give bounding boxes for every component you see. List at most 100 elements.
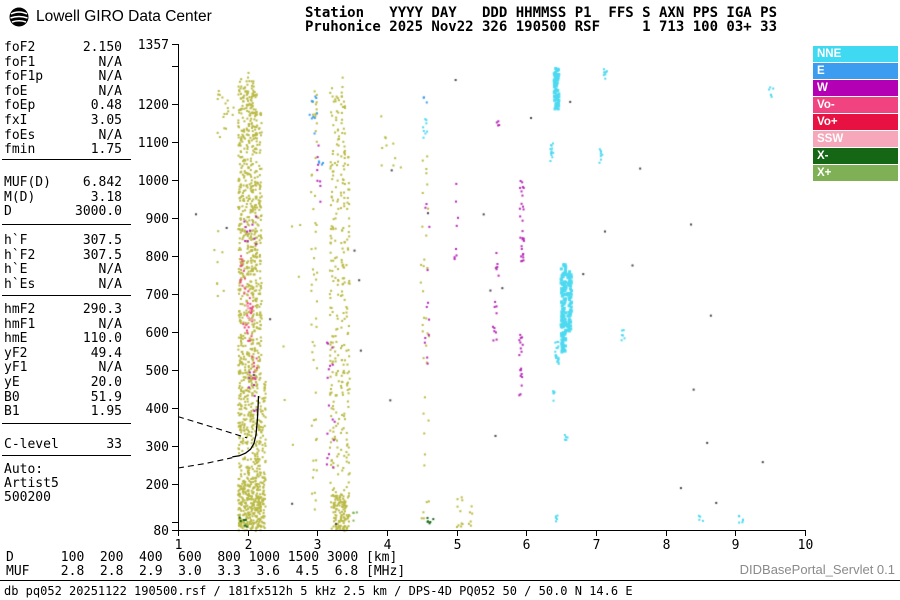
param-label: yF2 xyxy=(4,345,28,361)
param-value: 290.3 xyxy=(82,302,122,317)
param-divider xyxy=(2,295,131,296)
y-tick-label: 1100 xyxy=(138,136,169,151)
legend-item-x-pos[interactable]: X+ xyxy=(813,165,898,181)
autoscaling-line: Auto: xyxy=(4,462,44,477)
param-hF2: h`F2 307.5 xyxy=(4,248,122,264)
x-tick-label: 5 xyxy=(454,538,462,553)
param-divider xyxy=(2,159,131,160)
param-MD: M(D) 3.18 xyxy=(4,189,122,206)
x-tick-label: 7 xyxy=(593,538,601,553)
param-value: N/A xyxy=(98,127,122,143)
param-foEs: foEs N/A xyxy=(4,127,122,144)
param-label: h`E xyxy=(4,262,28,278)
param-hmF2: hmF2 290.3 xyxy=(4,302,122,318)
param-value: 110.0 xyxy=(82,331,122,347)
legend-item-e[interactable]: E xyxy=(813,63,898,79)
param-group: foF2 2.150 foF1 N/A foF1p N/A foE N/A foEp 0.48 fx… xyxy=(4,40,122,158)
record-status-line: db pq052 20251122 190500.rsf / 181fx512h… xyxy=(4,584,633,598)
param-yF1: yF1 N/A xyxy=(4,361,122,376)
param-yF2: yF2 49.4 xyxy=(4,345,122,362)
param-label: yF1 xyxy=(4,360,28,376)
param-value: 1.95 xyxy=(90,404,122,420)
y-tick-label: 500 xyxy=(146,364,169,379)
param-value: N/A xyxy=(98,276,122,292)
y-tick-label: 80 xyxy=(153,524,169,539)
autoscaling-line: Artist5 xyxy=(4,476,59,492)
muf-distance-row: D 100 200 400 600 800 1000 1500 3000 [km… xyxy=(6,550,398,565)
param-hE: h`E N/A xyxy=(4,263,122,278)
param-value: 33 xyxy=(106,437,122,452)
logo-text: Lowell GIRO Data Center xyxy=(36,8,212,25)
polarization-legend: NNE E W Vo- Vo+ SSW X- X+ xyxy=(813,46,898,182)
param-Clevel: C-level 33 xyxy=(4,437,122,453)
param-hEs: h`Es N/A xyxy=(4,276,122,293)
param-value: 49.4 xyxy=(90,345,122,361)
legend-item-vo-pos[interactable]: Vo+ xyxy=(813,114,898,130)
lowell-giro-logo: Lowell GIRO Data Center xyxy=(8,6,212,28)
param-yE: yE 20.0 xyxy=(4,374,122,391)
x-tick-label: 3 xyxy=(314,538,322,553)
param-label: B0 xyxy=(4,389,20,405)
param-label: M(D) xyxy=(4,189,36,205)
param-group: MUF(D) 6.842 M(D) 3.18 D 3000.0 xyxy=(4,175,122,220)
param-foE: foE N/A xyxy=(4,83,122,100)
param-label: D xyxy=(4,204,12,220)
header-station-values: Pruhonice 2025 Nov22 326 190500 RSF 1 71… xyxy=(305,19,778,35)
param-label: hmF1 xyxy=(4,316,36,332)
param-label: B1 xyxy=(4,404,20,420)
legend-item-w[interactable]: W xyxy=(813,80,898,96)
param-value: 3.18 xyxy=(90,189,122,205)
param-value: N/A xyxy=(98,69,122,85)
y-tick-label: 600 xyxy=(146,326,169,341)
param-label: hmE xyxy=(4,331,28,347)
autoscaling-line: 500200 xyxy=(4,490,51,506)
x-tick-label: 2 xyxy=(245,538,253,553)
param-group: C-level 33 xyxy=(4,437,122,453)
param-label: foE xyxy=(4,83,28,99)
param-group: hmF2 290.3 hmF1 N/A hmE 110.0 yF2 49.4 yF1 N/A yE 2… xyxy=(4,302,122,420)
param-foF2: foF2 2.150 xyxy=(4,40,122,56)
param-hmE: hmE 110.0 xyxy=(4,332,122,347)
param-D: D 3000.0 xyxy=(4,205,122,220)
param-group: h`F 307.5 h`F2 307.5 h`E N/A h`Es N/A xyxy=(4,233,122,293)
y-tick-label: 800 xyxy=(146,250,169,265)
y-tick-label: 200 xyxy=(146,478,169,493)
param-value: N/A xyxy=(98,262,122,278)
x-tick-label: 6 xyxy=(523,538,531,553)
param-value: 0.48 xyxy=(90,98,122,114)
footer-divider xyxy=(0,580,900,581)
param-value: N/A xyxy=(98,360,122,376)
param-foF1p: foF1p N/A xyxy=(4,70,122,85)
param-value: 307.5 xyxy=(82,233,122,248)
param-value: 1.75 xyxy=(90,142,122,158)
extrapolated-trace xyxy=(177,457,233,469)
param-label: foEp xyxy=(4,98,36,114)
param-label: fmin xyxy=(4,142,36,158)
param-B0: B0 51.9 xyxy=(4,389,122,406)
y-tick-label: 1000 xyxy=(138,174,169,189)
param-MUFD: MUF(D) 6.842 xyxy=(4,175,122,191)
x-tick-label: 4 xyxy=(384,538,392,553)
legend-item-nne[interactable]: NNE xyxy=(813,46,898,62)
param-value: N/A xyxy=(98,54,122,70)
param-fmin: fmin 1.75 xyxy=(4,143,122,158)
param-label: foEs xyxy=(4,127,36,143)
parameter-panel: foF2 2.150 foF1 N/A foF1p N/A foE N/A foEp 0.48 fx… xyxy=(0,0,136,560)
legend-item-ssw[interactable]: SSW xyxy=(813,131,898,147)
legend-item-x-neg[interactable]: X- xyxy=(813,148,898,164)
extrapolated-trace xyxy=(177,416,248,439)
param-label: MUF(D) xyxy=(4,175,51,190)
x-tick-label: 10 xyxy=(798,538,814,553)
y-tick-label: 900 xyxy=(146,212,169,227)
param-value: 20.0 xyxy=(90,374,122,390)
legend-item-vo-neg[interactable]: Vo- xyxy=(813,97,898,113)
param-divider xyxy=(2,224,131,225)
y-tick-label: 1357 xyxy=(138,38,169,53)
param-foEp: foEp 0.48 xyxy=(4,99,122,114)
param-label: foF1 xyxy=(4,54,36,70)
y-tick-label: 300 xyxy=(146,440,169,455)
param-foF1: foF1 N/A xyxy=(4,54,122,71)
param-label: hmF2 xyxy=(4,302,36,317)
